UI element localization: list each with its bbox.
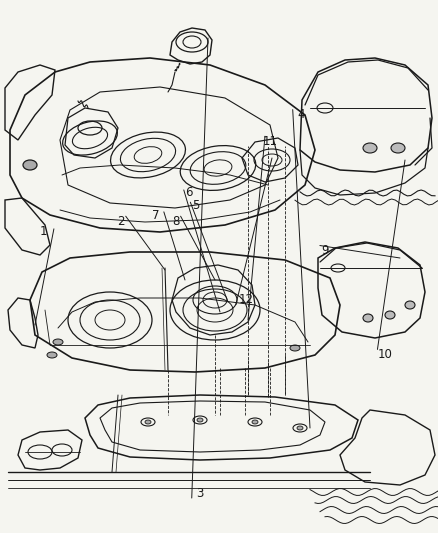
Text: 6: 6 xyxy=(184,187,192,199)
Ellipse shape xyxy=(362,314,372,322)
Text: 1: 1 xyxy=(40,225,48,238)
Ellipse shape xyxy=(145,420,151,424)
Ellipse shape xyxy=(362,143,376,153)
Ellipse shape xyxy=(23,160,37,170)
Text: 8: 8 xyxy=(172,215,179,228)
Ellipse shape xyxy=(290,345,299,351)
Ellipse shape xyxy=(197,418,202,422)
Text: 3: 3 xyxy=(196,487,203,499)
Ellipse shape xyxy=(297,426,302,430)
Text: 5: 5 xyxy=(191,199,198,212)
Ellipse shape xyxy=(53,339,63,345)
Ellipse shape xyxy=(251,420,258,424)
Text: 4: 4 xyxy=(296,108,304,121)
Text: 12: 12 xyxy=(238,293,253,306)
Ellipse shape xyxy=(404,301,414,309)
Ellipse shape xyxy=(384,311,394,319)
Ellipse shape xyxy=(390,143,404,153)
Text: 9: 9 xyxy=(320,244,328,257)
Text: 11: 11 xyxy=(262,135,277,148)
Text: 2: 2 xyxy=(117,215,124,228)
Ellipse shape xyxy=(47,352,57,358)
Text: 7: 7 xyxy=(152,209,159,222)
Text: 10: 10 xyxy=(377,348,392,361)
